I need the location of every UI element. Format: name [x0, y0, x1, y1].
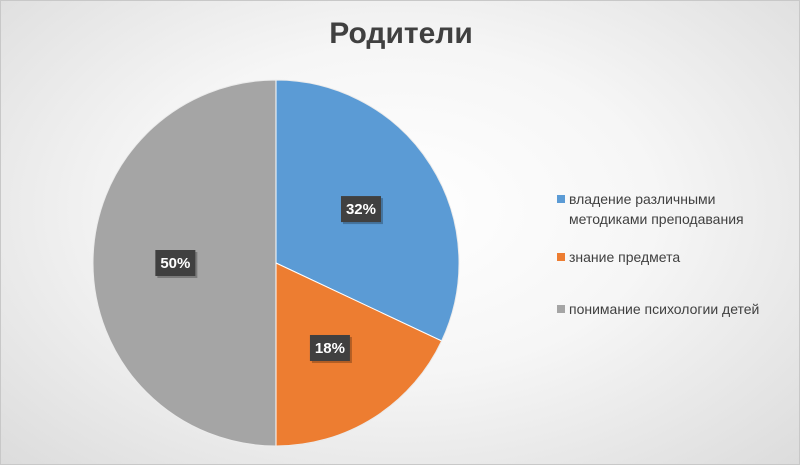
data-label-methods-box: [340, 196, 381, 223]
legend-label-methods-line1: владение различными: [569, 191, 716, 207]
legend-label-psychology: понимание психологии детей: [569, 301, 760, 317]
data-label-subject-text: 18%: [315, 340, 345, 357]
legend-item-psychology: понимание психологии детей: [557, 299, 793, 319]
pie-outline: [92, 79, 460, 447]
legend-swatch-subject: [557, 253, 565, 261]
legend-swatch-methods: [557, 195, 565, 203]
legend-label-methods-line2: методиками преподавания: [569, 211, 744, 227]
data-label-subject: 18%: [309, 334, 352, 363]
legend: владение различными методиками преподава…: [557, 189, 793, 319]
data-label-psychology-box: [155, 250, 196, 276]
data-label-subject-box: [309, 334, 350, 361]
chart-title: Родители: [329, 17, 473, 50]
legend-item-subject: знание предмета: [557, 247, 793, 267]
legend-item-methods: владение различными методиками преподава…: [557, 189, 793, 229]
data-label-methods: 32%: [340, 196, 383, 225]
legend-label-subject: знание предмета: [569, 249, 681, 265]
legend-swatch-psychology: [557, 305, 565, 313]
data-label-psychology: 50%: [155, 250, 198, 278]
data-label-methods-text: 32%: [346, 201, 376, 218]
data-label-psychology-text: 50%: [160, 255, 190, 272]
slice-subject: [275, 262, 443, 447]
legend-label-methods: владение различными методиками преподава…: [569, 189, 744, 229]
